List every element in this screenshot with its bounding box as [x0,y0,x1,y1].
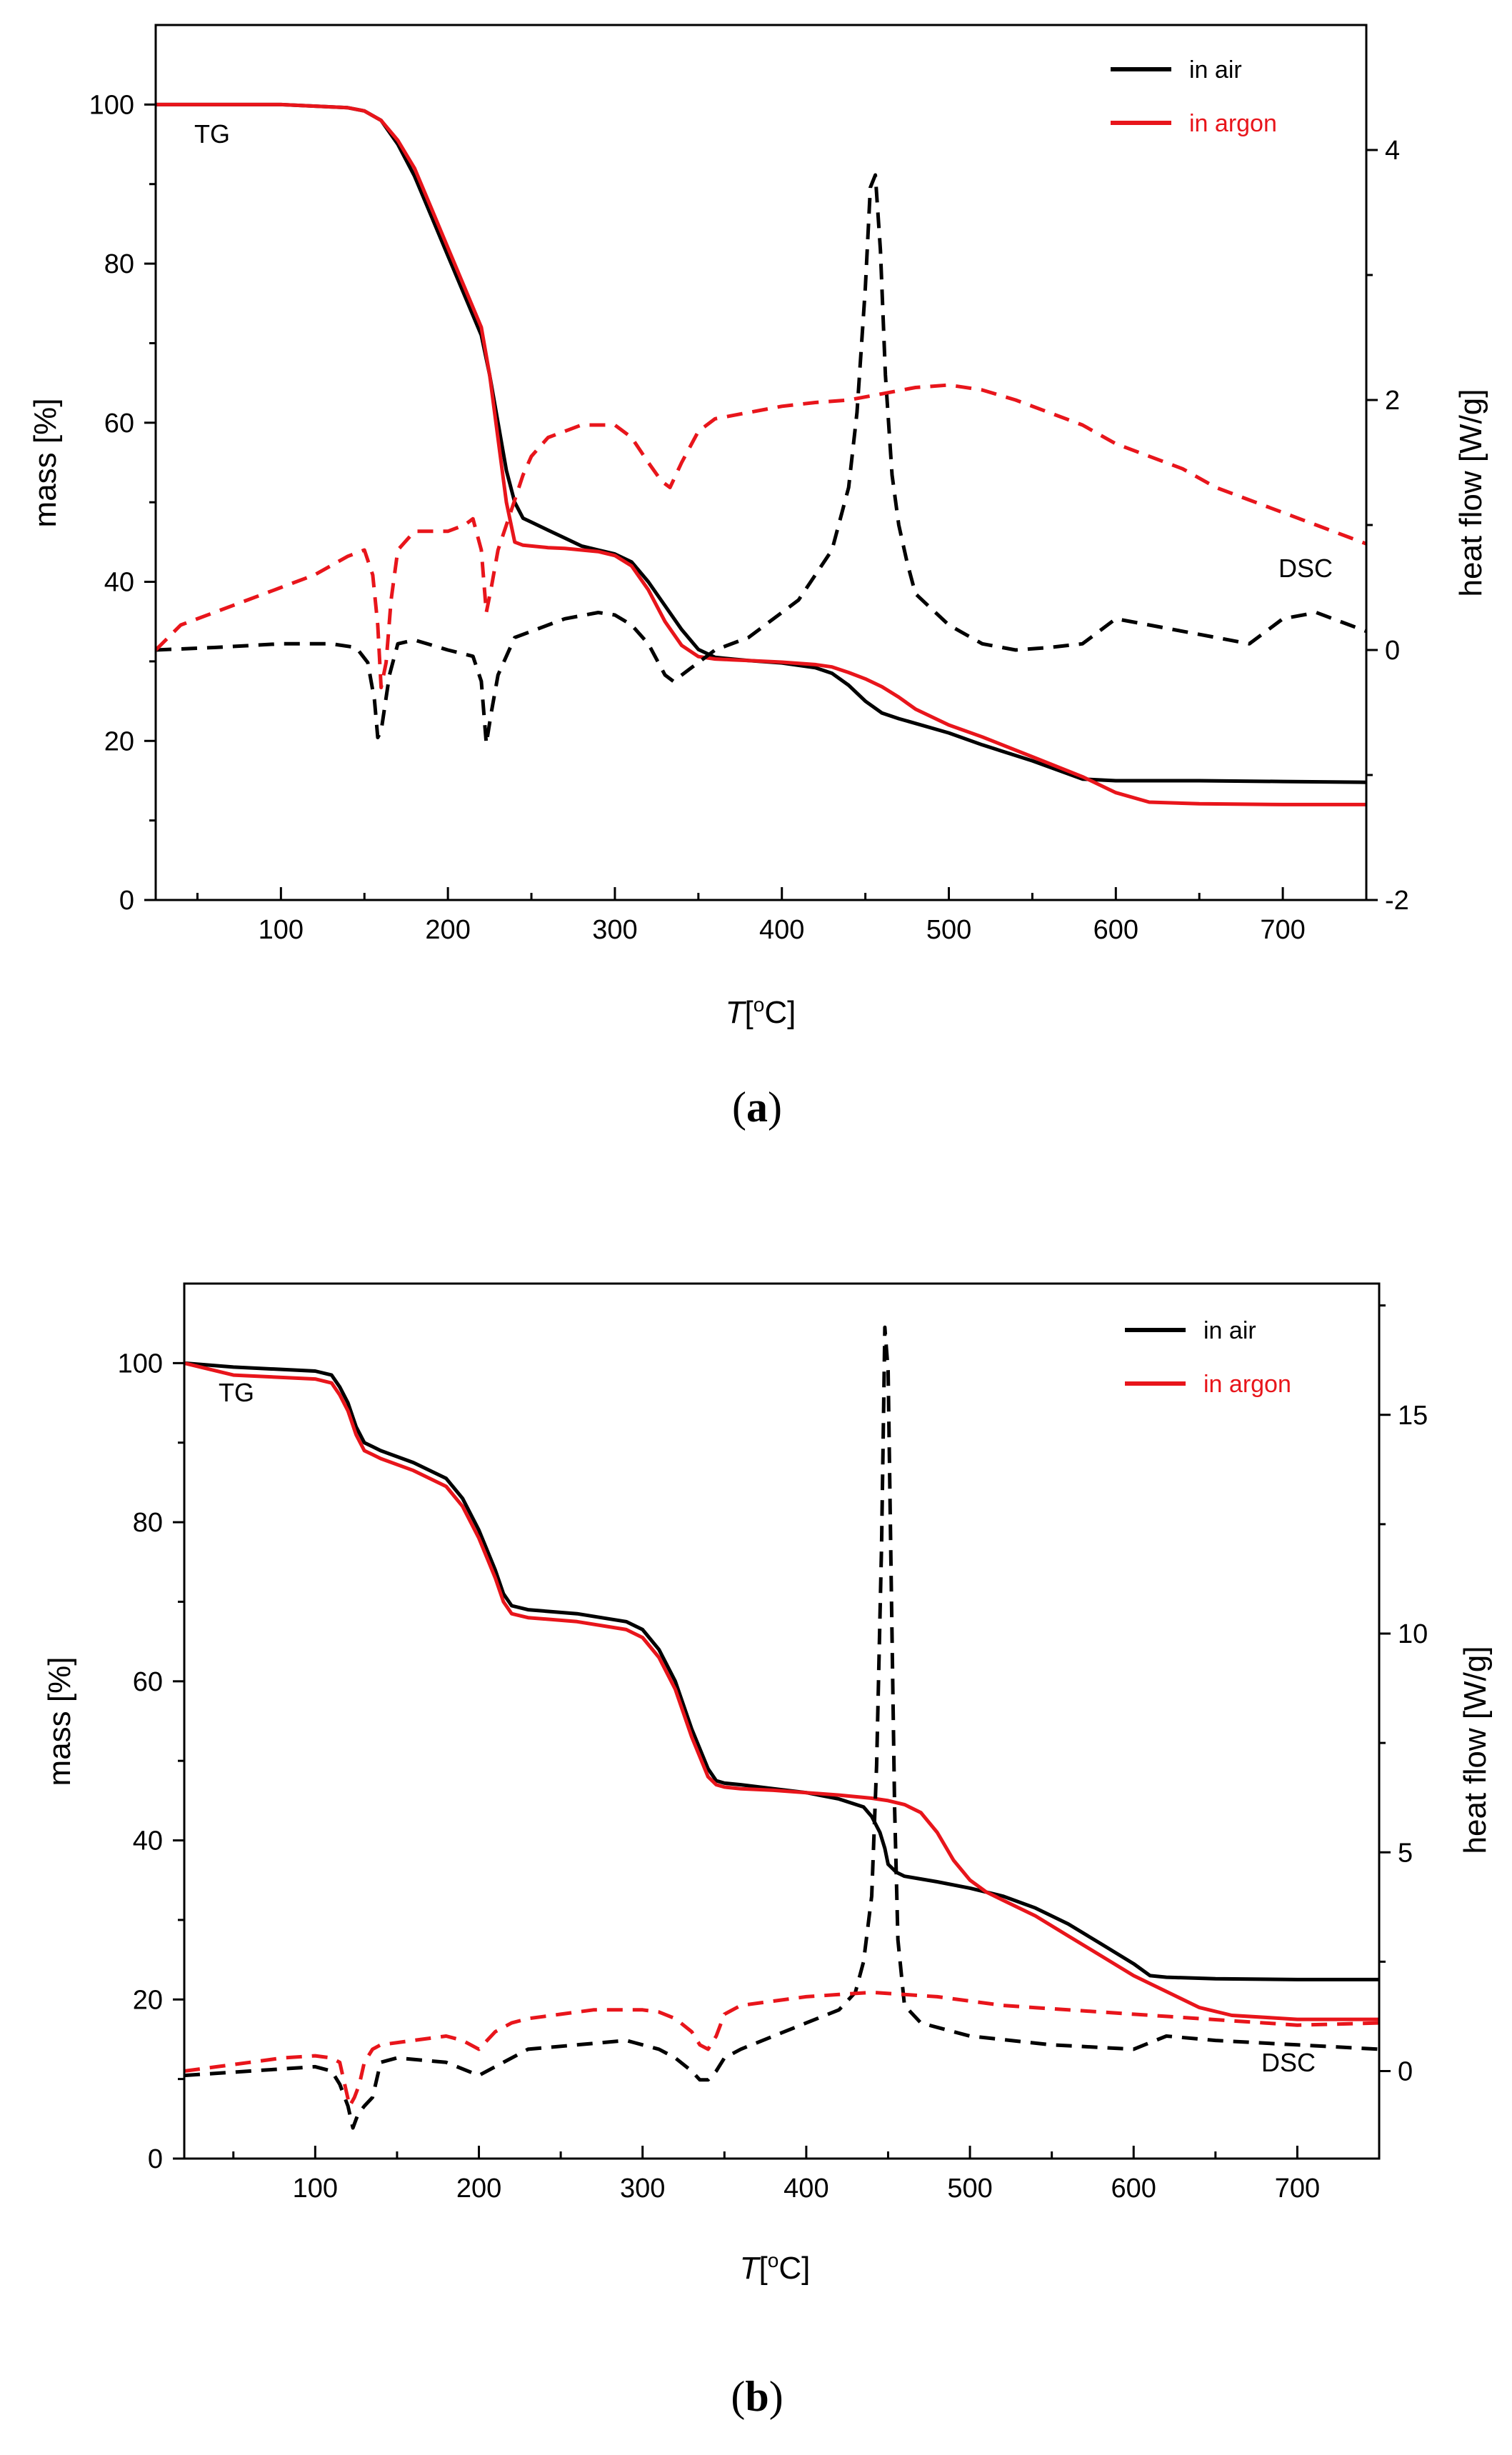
x-tick-label: 100 [259,915,304,945]
series-line-dsc-in-air [184,1325,1380,2130]
annotation-dsc: DSC [1278,554,1333,583]
y-tick-label-right: 15 [1398,1401,1428,1431]
y-axis-title-left: mass [%] [28,399,63,528]
x-tick-label: 400 [759,915,804,945]
y-tick-label-left: 80 [133,1508,163,1538]
x-tick-label: 200 [456,2174,501,2204]
y-tick-label-left: 0 [148,2144,163,2174]
panel-b-chart: 100 200 300 400 500 600 700020406080100051015 … [42,1282,1493,2420]
y-tick-label-right: 4 [1385,136,1400,166]
panel-a-ticks-group: 100 200 300 400 500 600 700 0 20 40 60 80 100 -2 0 2 4 [89,90,1409,945]
series-line-tg-in-argon [184,1361,1379,2021]
legend-label-air: in air [1189,56,1242,84]
y-tick-label-left: 60 [133,1667,163,1697]
y-tick-label-left: 40 [133,1826,163,1856]
x-tick-label: 700 [1260,915,1305,945]
panel-b-legend: in air in argon [1125,1317,1291,1398]
y-tick-label-left: 20 [133,1985,163,2015]
x-axis-title: T[oC] [726,994,796,1030]
series-line-dsc-in-air [155,173,1367,746]
panel-b-series-group [184,1325,1380,2130]
series-line-tg-in-air [184,1361,1379,1981]
y-tick-label-left: 100 [118,1349,163,1379]
y-tick-label-left: 20 [104,726,134,756]
y-tick-label-right: 5 [1398,1838,1413,1868]
legend-label-argon: in argon [1189,110,1277,137]
y-tick-label-right: 10 [1398,1619,1428,1649]
legend-label-argon: in argon [1203,1371,1291,1398]
panel-label-b: (b) [731,2373,783,2420]
x-tick-label: 400 [783,2174,828,2204]
annotation-dsc: DSC [1261,2048,1316,2077]
x-axis-title-unit: [oC] [759,2249,811,2286]
x-tick-label: 500 [926,915,971,945]
y-axis-title-right: heat flow [W/g] [1453,389,1488,596]
series-line-tg-in-argon [156,102,1366,806]
y-tick-label-right: 0 [1385,636,1400,666]
x-axis-title-symbol: T [740,2251,761,2286]
panel-b-plot-frame [183,1282,1381,2160]
x-axis-title-unit: [oC] [745,994,796,1030]
series-line-dsc-in-argon [154,383,1367,689]
x-tick-label: 300 [620,2174,665,2204]
y-tick-label-left: 60 [104,409,134,439]
x-axis-title-symbol: T [726,995,747,1030]
y-tick-label-right: -2 [1385,886,1409,916]
panel-a-chart: 100 200 300 400 500 600 700 0 20 40 60 80 100 -2 0 2 4 i… [28,24,1488,1131]
x-axis-title: T[oC] [740,2249,811,2286]
x-tick-label: 100 [293,2174,338,2204]
series-line-tg-in-air [156,102,1367,784]
x-tick-label: 600 [1093,915,1138,945]
x-tick-label: 700 [1275,2174,1320,2204]
y-tick-label-right: 0 [1398,2057,1413,2087]
panel-a-legend: in air in argon [1111,56,1277,137]
panel-a-series-group [154,102,1367,806]
x-tick-label: 200 [425,915,470,945]
annotation-tg: TG [194,119,230,149]
x-tick-label: 300 [592,915,637,945]
y-tick-label-left: 100 [89,90,134,120]
y-axis-title-right: heat flow [W/g] [1458,1646,1493,1854]
panel-b-ticks-group: 100 200 300 400 500 600 700 0 20 40 60 80 100 0 5 10 15 [118,1304,1428,2204]
y-axis-title-left: mass [%] [42,1657,77,1786]
panel-label-a: (a) [732,1084,782,1131]
y-tick-label-right: 2 [1385,386,1400,416]
x-tick-label: 500 [947,2174,992,2204]
series-line-dsc-in-argon [184,1990,1380,2108]
y-tick-label-left: 40 [104,568,134,598]
y-tick-label-left: 80 [104,249,134,279]
x-tick-label: 600 [1111,2174,1156,2204]
annotation-tg: TG [219,1378,254,1407]
panel-a-plot-frame [154,24,1368,901]
legend-label-air: in air [1203,1317,1256,1344]
y-tick-label-left: 0 [119,886,134,916]
